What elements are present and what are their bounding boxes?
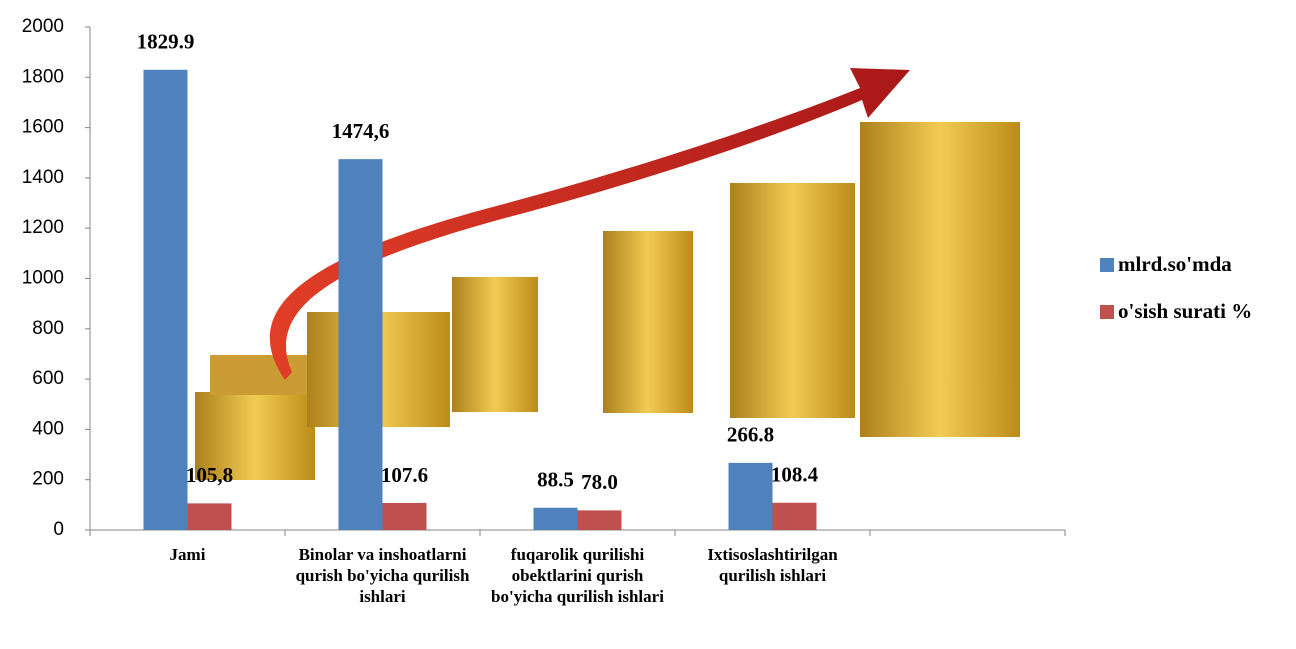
data-label: 108.4 [771,463,819,487]
bar [144,70,188,530]
y-tick-label: 1800 [22,66,64,87]
y-tick-label: 800 [32,318,64,339]
legend-label: o'sish surati % [1118,299,1252,323]
y-tick-label: 0 [53,519,64,540]
bar [383,503,427,530]
y-tick-label: 200 [32,469,64,490]
y-tick-label: 1400 [22,167,64,188]
bar [534,508,578,530]
decoration [195,68,1020,480]
data-label: 105,8 [186,463,233,487]
y-tick-label: 1600 [22,117,64,138]
bar [773,503,817,530]
x-tick-label: fuqarolik qurilishi obektlarini qurish b… [483,544,673,607]
legend-swatch [1100,305,1114,319]
data-label: 1829.9 [137,30,195,54]
bar [188,503,232,530]
bar [339,159,383,530]
data-label: 88.5 [537,468,574,492]
data-label: 78.0 [581,470,618,494]
x-tick-label: Ixtisoslashtirilgan qurilish ishlari [678,544,868,586]
page: 0 200 400 600 800 1000 1200 1400 1600 1800 2000 182… [0,0,1296,649]
legend-swatch [1100,258,1114,272]
x-tick-label: Jami [93,544,283,565]
data-label: 107.6 [381,463,428,487]
bar [729,463,773,530]
data-label: 266.8 [727,423,774,447]
y-tick-label: 400 [32,418,64,439]
y-tick-label: 1200 [22,217,64,238]
data-label: 1474,6 [332,119,390,143]
bar [578,510,622,530]
x-tick-label: Binolar va inshoatlarni qurish bo'yicha … [288,544,478,607]
y-tick-label: 1000 [22,268,64,289]
y-tick-label: 2000 [22,16,64,37]
legend-label: mlrd.so'mda [1118,252,1232,276]
y-tick-label: 600 [32,368,64,389]
